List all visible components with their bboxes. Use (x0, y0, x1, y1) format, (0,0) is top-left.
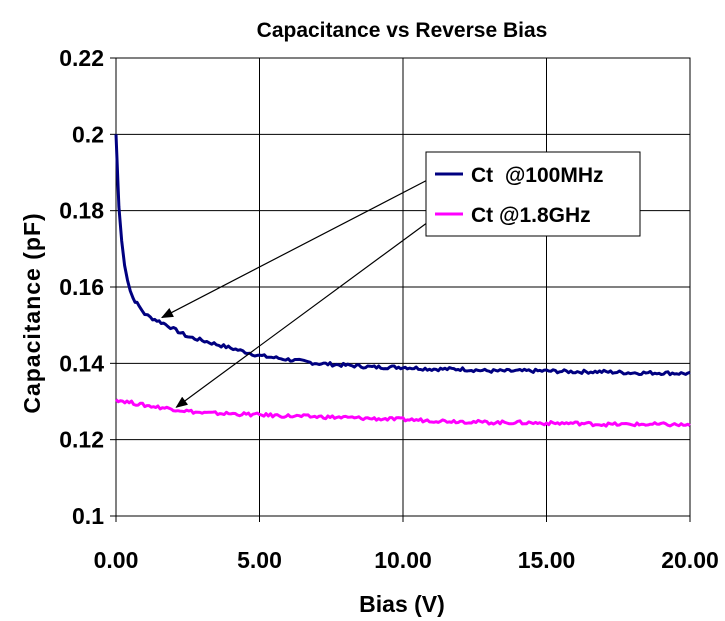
y-axis-label: Capacitance (pF) (19, 212, 45, 413)
legend: Ct @100MHz Ct @1.8GHz (425, 151, 641, 237)
x-tick-label: 15.00 (518, 547, 576, 573)
annotation-arrow-1 (175, 213, 440, 408)
y-tick-label: 0.2 (72, 121, 104, 147)
chart-title: Capacitance vs Reverse Bias (257, 19, 548, 42)
y-tick-label: 0.14 (59, 350, 104, 376)
legend-label-0: Ct @100MHz (471, 164, 604, 187)
y-tick-label: 0.16 (59, 274, 104, 300)
x-tick-label: 10.00 (374, 547, 432, 573)
ticks: 0.1 0.12 0.14 0.16 0.18 0.2 0.22 0.00 5.00 10.00 1… (59, 45, 719, 573)
x-tick-label: 5.00 (237, 547, 282, 573)
annotation-arrows (161, 173, 440, 408)
x-tick-label: 0.00 (94, 547, 139, 573)
y-tick-label: 0.1 (72, 503, 104, 529)
grid (115, 57, 691, 517)
series-line-1 (114, 398, 691, 428)
legend-label-1: Ct @1.8GHz (471, 204, 591, 227)
series-line-0 (114, 134, 691, 377)
series-group (114, 134, 691, 428)
y-tick-label: 0.22 (59, 45, 104, 71)
legend-box (425, 151, 641, 237)
x-axis-label: Bias (V) (359, 591, 445, 617)
y-tick-label: 0.18 (59, 198, 104, 224)
annotation-arrow-0 (161, 173, 440, 319)
y-tick-label: 0.12 (59, 427, 104, 453)
x-tick-label: 20.00 (661, 547, 719, 573)
